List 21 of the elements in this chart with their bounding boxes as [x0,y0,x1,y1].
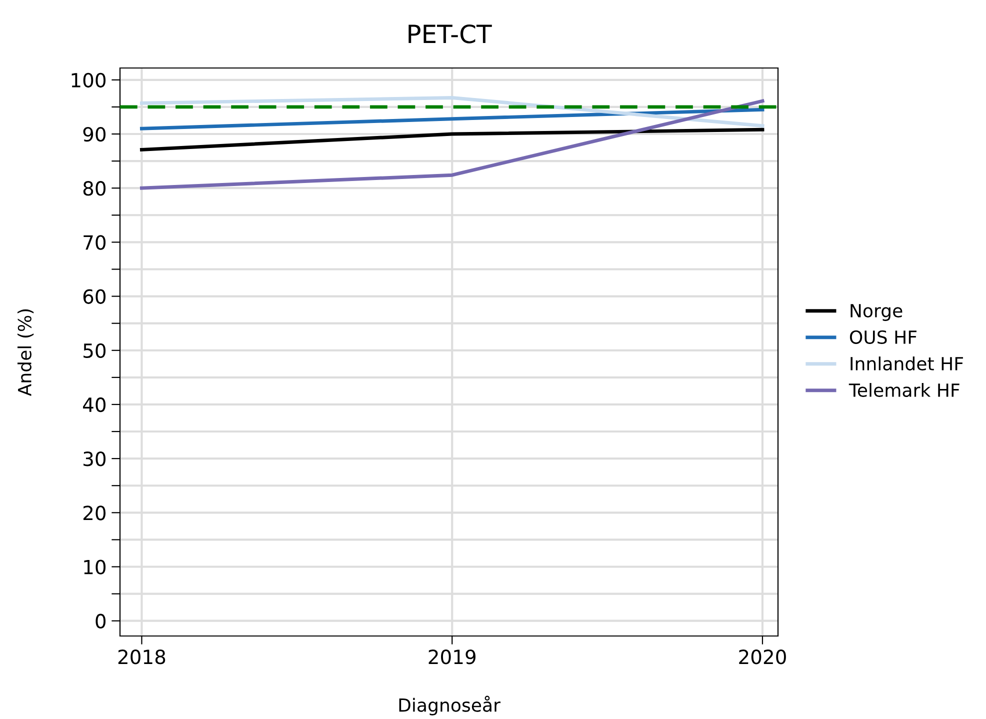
y-tick-label: 60 [83,289,106,304]
y-tick-label: 30 [84,452,106,466]
y-axis-title: Andel (%) [17,309,34,396]
y-tick-label: 90 [83,126,106,142]
legend-label: Telemark HF [848,383,960,397]
y-tick-label: 70 [84,235,106,250]
x-tick-label: 2018 [118,650,166,664]
legend-label: Innlandet HF [850,356,963,370]
x-axis-title: Diagnoseår [399,696,500,716]
y-tick-label: 80 [83,181,106,196]
y-tick-label: 40 [83,397,106,412]
chart-title: PET-CT [408,24,492,44]
legend-label: OUS HF [850,330,916,344]
y-tick-label: 20 [83,506,106,520]
legend-label: Norge [850,304,902,321]
x-tick-label: 2020 [739,650,786,664]
x-tick-label: 2019 [428,650,476,664]
y-tick-label: 50 [84,343,106,358]
y-tick-label: 100 [72,72,106,88]
y-tick-label: 0 [96,614,106,629]
y-tick-label: 10 [84,560,106,574]
